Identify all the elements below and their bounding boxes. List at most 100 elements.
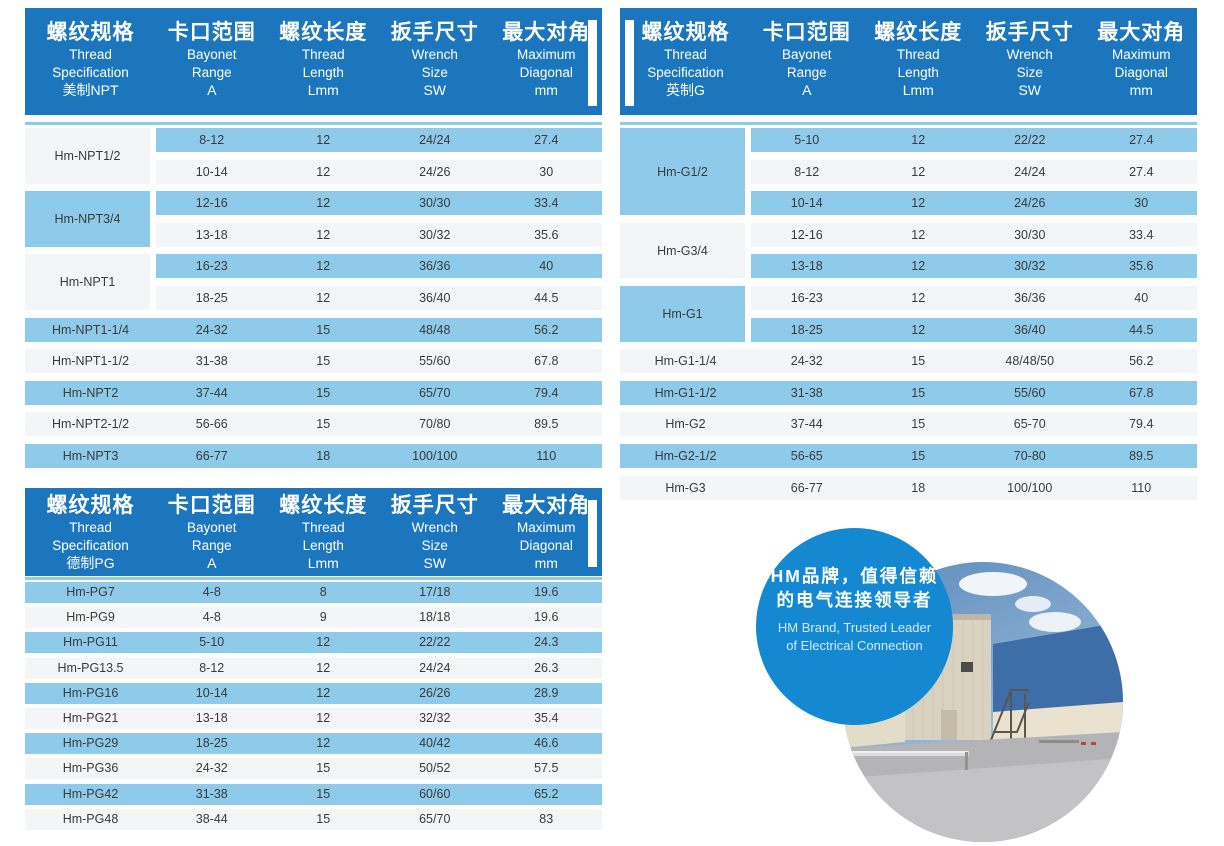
cell: 24/24 <box>1014 164 1046 179</box>
header-col: 螺纹长度 Thread Length Lmm <box>863 19 975 115</box>
spec-cell: Hm-PG29 <box>62 736 119 751</box>
cell: 10-14 <box>195 164 228 179</box>
cell: 24-32 <box>790 354 823 369</box>
cell: 15 <box>316 761 331 776</box>
table-row: Hm-G1-1/2 31-38 15 55/60 67.8 <box>620 380 1197 405</box>
table-row: Hm-PG29 18-25 12 40/42 46.6 <box>25 733 602 755</box>
header-col-thread-spec: 螺纹规格 Thread Specification 德制PG <box>25 492 156 576</box>
cell: 66-77 <box>790 480 823 495</box>
header-en: Length <box>302 537 344 553</box>
header-en: Size <box>421 537 448 553</box>
cell: 60/60 <box>419 786 451 801</box>
header-en: Length <box>897 64 939 80</box>
window-dark <box>961 662 973 672</box>
table-row: 16-23 12 36/36 40 <box>751 285 1197 310</box>
cell: 28.9 <box>534 685 559 700</box>
cell: 13-18 <box>790 259 823 274</box>
cell: 15 <box>316 322 331 337</box>
cell: 67.8 <box>534 354 559 369</box>
cell: 8-12 <box>794 164 820 179</box>
cell: 12 <box>316 133 331 147</box>
cell: 12 <box>911 196 926 211</box>
cell: 89.5 <box>534 417 559 432</box>
group-rows: 5-10 12 22/22 27.4 8-12 12 24/24 27.4 10-14 12 24/… <box>751 128 1197 216</box>
cell: 31-38 <box>195 786 228 801</box>
header-en: Thread <box>69 520 112 535</box>
table-row: 16-23 12 36/36 40 <box>156 254 602 279</box>
cell: 31-38 <box>790 385 823 400</box>
cell: 32/32 <box>419 710 451 725</box>
cell: 12 <box>911 227 926 242</box>
header-sub: 美制NPT <box>62 82 119 98</box>
group-rows: 12-16 12 30/30 33.4 13-18 12 30/32 35.6 <box>751 222 1197 279</box>
table-row: Hm-PG36 24-32 15 50/52 57.5 <box>25 758 602 780</box>
header-en: Maximum <box>516 520 576 535</box>
table-row: Hm-G2-1/2 56-65 15 70-80 89.5 <box>620 443 1197 468</box>
header-en: Wrench <box>1006 47 1053 62</box>
spec-cell: Hm-G3/4 <box>620 222 745 279</box>
cell: 18 <box>911 480 926 495</box>
header-en: Size <box>1016 64 1043 80</box>
table-row: Hm-NPT1-1/2 31-38 15 55/60 67.8 <box>25 349 602 374</box>
barrier-pipe <box>849 751 969 770</box>
cell: 50/52 <box>419 761 451 776</box>
header-en: Specification <box>52 64 129 80</box>
cell: 13-18 <box>195 710 228 725</box>
cell: 8-12 <box>199 660 225 675</box>
header-cn: 螺纹规格 <box>46 21 135 44</box>
table-row: 5-10 12 22/22 27.4 <box>751 128 1197 152</box>
cell: 40/42 <box>419 736 451 751</box>
cell: 17/18 <box>419 585 451 599</box>
table-row: 18-25 12 36/40 44.5 <box>156 285 602 310</box>
spec-cell: Hm-G2 <box>665 417 706 432</box>
table-body: Hm-PG7 4-8 8 17/18 19.6 Hm-PG9 4-8 9 18/18 19.6 Hm… <box>25 582 602 830</box>
table-row: Hm-PG21 13-18 12 32/32 35.4 <box>25 707 602 729</box>
cell: 35.6 <box>1129 259 1154 274</box>
cell: 12 <box>316 290 331 305</box>
cell: 66-77 <box>195 448 228 463</box>
spec-cell: Hm-PG48 <box>62 811 119 826</box>
cell: 12 <box>911 290 926 305</box>
spec-cell: Hm-NPT1/2 <box>25 128 150 184</box>
table-row: Hm-G2 37-44 15 65-70 79.4 <box>620 412 1197 437</box>
cell: 24/26 <box>1014 196 1046 211</box>
header-en: Size <box>421 64 448 80</box>
header-sub: SW <box>423 82 447 98</box>
header-en: Range <box>191 64 232 80</box>
cell: 83 <box>539 811 554 826</box>
table-row: Hm-PG11 5-10 12 22/22 24.3 <box>25 632 602 654</box>
brand-slogan-en-line1: HM Brand, Trusted Leader <box>777 620 932 635</box>
cell: 35.4 <box>534 710 559 725</box>
spec-cell: Hm-G2-1/2 <box>654 448 717 463</box>
cell: 35.6 <box>534 227 559 242</box>
cell: 46.6 <box>534 736 559 751</box>
header-cn: 扳手尺寸 <box>390 21 479 44</box>
cell: 30/30 <box>419 196 451 211</box>
header-en: Diagonal <box>519 64 573 80</box>
cell: 12 <box>316 710 331 725</box>
header-en: Range <box>191 537 232 553</box>
table-pg: 螺纹规格 Thread Specification 德制PG 卡口范围 Bayonet Ra… <box>25 488 602 834</box>
cell: 12 <box>911 133 926 147</box>
cell: 36/36 <box>1014 290 1046 305</box>
spec-cell: Hm-G1-1/2 <box>654 385 717 400</box>
cell: 65.2 <box>534 786 559 801</box>
cell: 18-25 <box>195 290 228 305</box>
cell: 30 <box>1134 196 1149 211</box>
cell: 10-14 <box>790 196 823 211</box>
cell: 36/40 <box>1014 322 1046 337</box>
cell: 15 <box>911 385 926 400</box>
table-body: Hm-G1/2 5-10 12 22/22 27.4 8-12 12 24/24 27.4 10-… <box>620 128 1197 500</box>
cell: 67.8 <box>1129 385 1154 400</box>
spec-cell: Hm-PG9 <box>66 610 115 625</box>
row-group: Hm-G1 16-23 12 36/36 40 18-25 12 36/40 44.5 <box>620 285 1197 342</box>
table-row: 13-18 12 30/32 35.6 <box>751 254 1197 279</box>
group-rows: 16-23 12 36/36 40 18-25 12 36/40 44.5 <box>156 254 602 310</box>
header-en: Wrench <box>411 47 458 62</box>
spec-cell: Hm-PG11 <box>63 635 118 650</box>
cell: 27.4 <box>1129 164 1154 179</box>
cell: 100/100 <box>1007 480 1053 495</box>
header-en: Wrench <box>411 520 458 535</box>
header-col: 螺纹长度 Thread Length Lmm <box>268 492 380 576</box>
cell: 12 <box>316 660 331 675</box>
